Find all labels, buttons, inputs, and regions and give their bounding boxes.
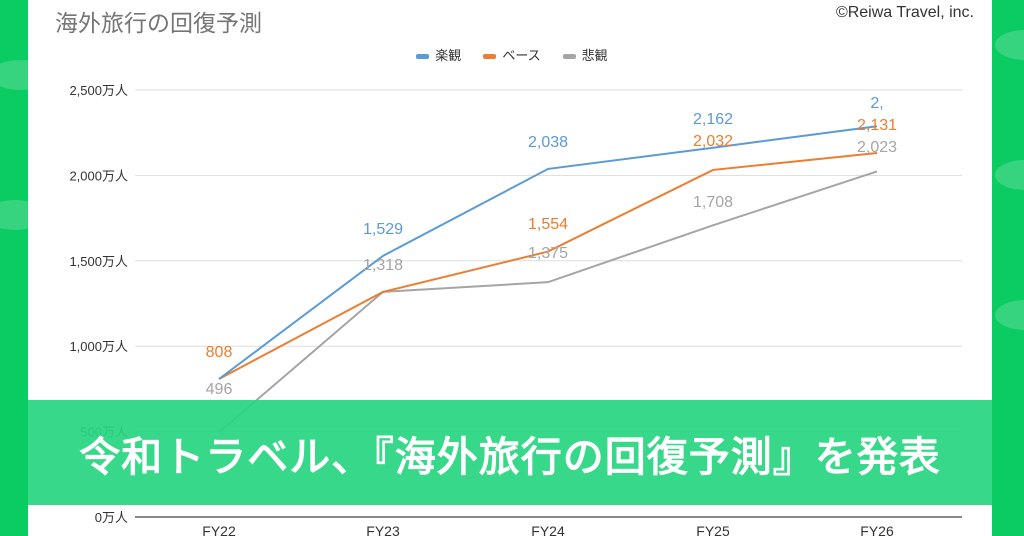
x-tick-label: FY22: [202, 523, 236, 536]
headline-banner: 令和トラベル、『海外旅行の回復予測』を発表: [28, 400, 992, 505]
series-line-ベース: [218, 152, 878, 380]
data-label: 1,318: [363, 257, 403, 274]
data-label: 2,162: [693, 111, 733, 128]
y-tick-label: 0万人: [95, 510, 128, 525]
legend-item: 悲観: [562, 45, 608, 64]
data-label: 1,708: [693, 194, 733, 211]
data-label: 1,554: [528, 216, 568, 233]
legend-label: ベース: [502, 48, 541, 63]
y-tick-label: 2,500万人: [69, 83, 128, 98]
data-label: 1,529: [363, 221, 403, 238]
legend: 楽観 ベース 悲観: [0, 45, 1024, 64]
x-tick-label: FY23: [366, 523, 400, 536]
legend-item: ベース: [483, 45, 541, 64]
x-tick-label: FY24: [531, 523, 565, 536]
x-tick-label: FY26: [860, 523, 894, 536]
copyright: ©Reiwa Travel, inc.: [835, 4, 974, 21]
chart-title: 海外旅行の回復予測: [55, 10, 262, 36]
y-tick-label: 2,000万人: [69, 168, 128, 183]
x-tick-label: FY25: [696, 523, 730, 536]
data-label: 2,: [870, 95, 883, 112]
legend-item: 楽観: [416, 45, 461, 64]
headline-text: 令和トラベル、『海外旅行の回復予測』を発表: [79, 432, 941, 481]
y-tick-label: 1,000万人: [69, 339, 128, 354]
data-label: 2,038: [528, 134, 568, 151]
legend-label: 悲観: [581, 48, 608, 63]
data-label: 496: [206, 381, 233, 398]
legend-swatch: [562, 54, 576, 60]
y-tick-label: 1,500万人: [69, 254, 128, 269]
data-label: 2,032: [693, 133, 733, 150]
series-line-楽観: [218, 125, 878, 380]
legend-label: 楽観: [435, 48, 462, 63]
data-label: 1,375: [528, 245, 568, 262]
series-line-悲観: [218, 170, 878, 434]
legend-swatch: [483, 54, 497, 60]
legend-swatch: [416, 54, 430, 60]
data-label: 2,131: [857, 117, 897, 134]
data-label: 808: [206, 344, 233, 361]
data-label: 2,023: [857, 139, 897, 156]
